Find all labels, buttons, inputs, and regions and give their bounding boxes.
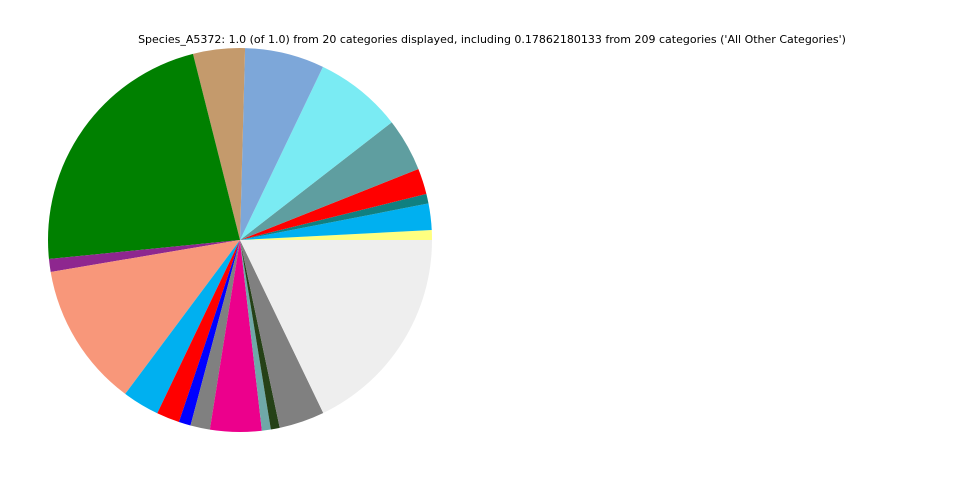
pie-slice — [240, 122, 419, 240]
pie-slice — [178, 240, 240, 426]
pie-slice — [190, 240, 240, 430]
pie-slice — [240, 168, 427, 240]
pie-slice — [240, 229, 432, 240]
pie-slice — [125, 240, 240, 414]
pie-slice — [240, 193, 429, 240]
pie-slice — [240, 240, 432, 414]
pie-slice — [48, 240, 240, 272]
pie-slice — [50, 240, 240, 394]
pie-slice — [240, 240, 324, 428]
pie-slice — [240, 240, 271, 431]
pie-slice — [157, 240, 240, 423]
pie-slice — [240, 66, 392, 240]
pie-slice — [240, 48, 323, 240]
pie-slice — [192, 47, 246, 240]
pie-slice — [209, 240, 262, 433]
chart-title: Species_A5372: 1.0 (of 1.0) from 20 cate… — [138, 33, 846, 46]
pie-slice — [240, 240, 280, 430]
pie-slice — [240, 203, 432, 240]
pie-slice — [48, 53, 240, 260]
